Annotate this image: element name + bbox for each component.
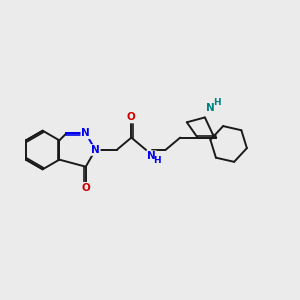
Text: H: H — [153, 156, 161, 165]
Text: N: N — [91, 145, 100, 155]
Text: N: N — [147, 151, 156, 161]
Text: O: O — [81, 183, 90, 193]
Text: H: H — [213, 98, 220, 107]
Text: O: O — [127, 112, 136, 122]
Text: N: N — [206, 103, 215, 113]
Text: N: N — [81, 128, 90, 138]
